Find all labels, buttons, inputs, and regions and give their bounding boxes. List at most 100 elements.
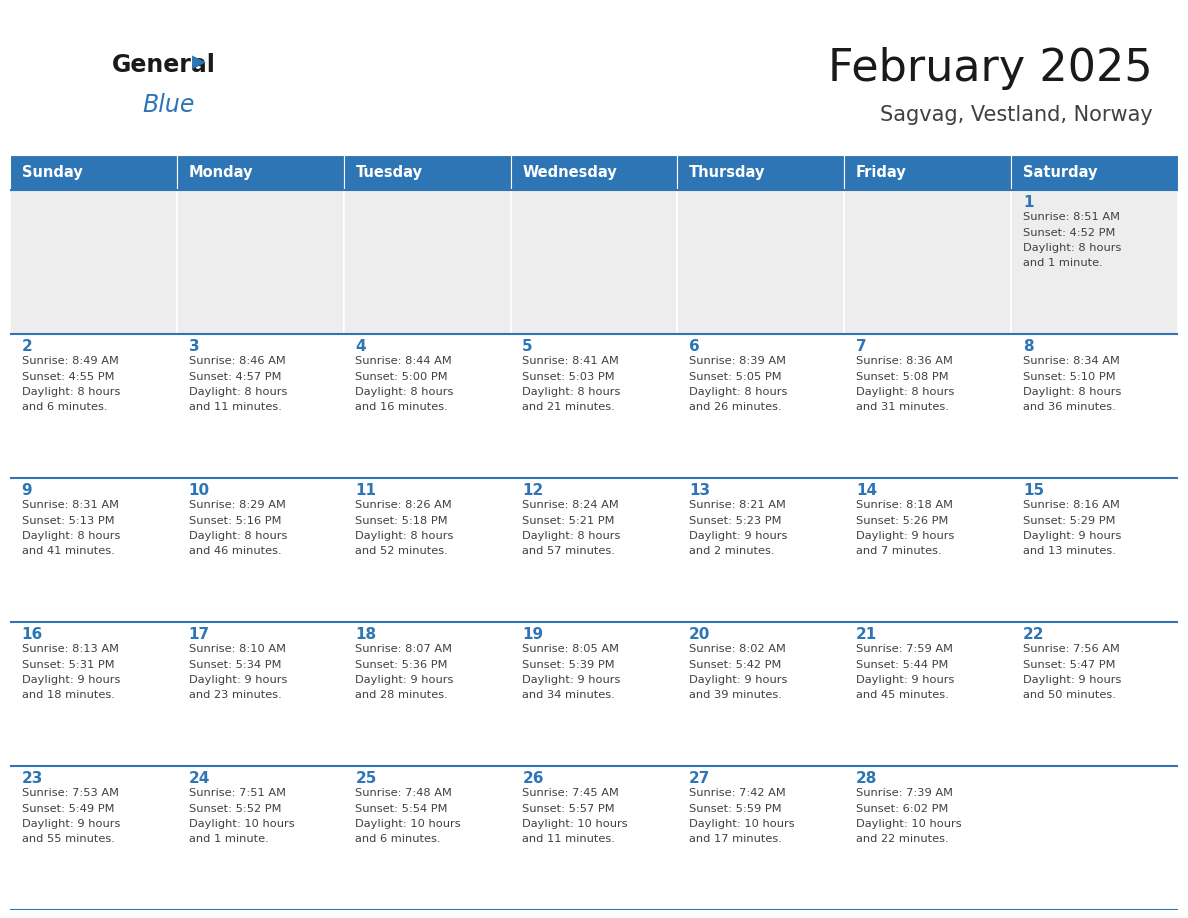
Text: Sunset: 5:18 PM: Sunset: 5:18 PM [355, 516, 448, 525]
Bar [177, 155, 343, 190]
Text: Thursday: Thursday [689, 165, 765, 180]
Text: and 41 minutes.: and 41 minutes. [21, 546, 114, 556]
Text: and 2 minutes.: and 2 minutes. [689, 546, 775, 556]
Text: and 18 minutes.: and 18 minutes. [21, 690, 114, 700]
Text: Sunrise: 8:41 AM: Sunrise: 8:41 AM [523, 356, 619, 366]
Text: and 11 minutes.: and 11 minutes. [189, 402, 282, 412]
Text: 13: 13 [689, 483, 710, 498]
Bar [343, 622, 511, 766]
Text: Sunrise: 7:59 AM: Sunrise: 7:59 AM [857, 644, 953, 654]
Text: and 6 minutes.: and 6 minutes. [355, 834, 441, 845]
Text: Sunrise: 8:39 AM: Sunrise: 8:39 AM [689, 356, 786, 366]
Text: 16: 16 [21, 627, 43, 642]
Text: and 28 minutes.: and 28 minutes. [355, 690, 448, 700]
Text: Sunrise: 8:13 AM: Sunrise: 8:13 AM [21, 644, 119, 654]
Text: Sunrise: 8:29 AM: Sunrise: 8:29 AM [189, 500, 285, 510]
Text: Sunset: 5:54 PM: Sunset: 5:54 PM [355, 803, 448, 813]
Text: Sunset: 5:00 PM: Sunset: 5:00 PM [355, 372, 448, 382]
Text: Sunset: 5:42 PM: Sunset: 5:42 PM [689, 659, 782, 669]
Text: Daylight: 8 hours: Daylight: 8 hours [21, 387, 120, 397]
Text: Daylight: 8 hours: Daylight: 8 hours [523, 387, 620, 397]
Text: February 2025: February 2025 [828, 47, 1152, 89]
Bar [677, 766, 845, 910]
Bar [1011, 766, 1178, 910]
Text: Daylight: 9 hours: Daylight: 9 hours [21, 675, 120, 685]
Text: Daylight: 8 hours: Daylight: 8 hours [189, 387, 287, 397]
Text: Sunset: 5:39 PM: Sunset: 5:39 PM [523, 659, 615, 669]
Text: and 11 minutes.: and 11 minutes. [523, 834, 615, 845]
Bar [343, 190, 511, 334]
Text: Sunrise: 8:51 AM: Sunrise: 8:51 AM [1023, 212, 1120, 222]
Text: Sagvag, Vestland, Norway: Sagvag, Vestland, Norway [879, 105, 1152, 125]
Text: Sunrise: 8:44 AM: Sunrise: 8:44 AM [355, 356, 453, 366]
Text: Sunrise: 8:34 AM: Sunrise: 8:34 AM [1023, 356, 1120, 366]
Bar [511, 334, 677, 478]
Text: 7: 7 [857, 339, 866, 354]
Text: Daylight: 8 hours: Daylight: 8 hours [857, 387, 954, 397]
Text: and 16 minutes.: and 16 minutes. [355, 402, 448, 412]
Text: Sunset: 5:08 PM: Sunset: 5:08 PM [857, 372, 948, 382]
Text: and 23 minutes.: and 23 minutes. [189, 690, 282, 700]
Text: Daylight: 8 hours: Daylight: 8 hours [689, 387, 788, 397]
Bar [845, 190, 1011, 334]
Text: 5: 5 [523, 339, 533, 354]
Text: 19: 19 [523, 627, 543, 642]
Bar [343, 478, 511, 622]
Bar [845, 155, 1011, 190]
Text: Sunset: 5:59 PM: Sunset: 5:59 PM [689, 803, 782, 813]
Text: and 31 minutes.: and 31 minutes. [857, 402, 949, 412]
Text: Sunset: 4:52 PM: Sunset: 4:52 PM [1023, 228, 1116, 238]
Text: Sunrise: 7:45 AM: Sunrise: 7:45 AM [523, 788, 619, 798]
Text: Daylight: 9 hours: Daylight: 9 hours [689, 531, 788, 541]
Text: ▶: ▶ [191, 52, 206, 71]
Text: 10: 10 [189, 483, 209, 498]
Text: 22: 22 [1023, 627, 1044, 642]
Text: Sunrise: 7:39 AM: Sunrise: 7:39 AM [857, 788, 953, 798]
Bar [677, 155, 845, 190]
Text: 6: 6 [689, 339, 700, 354]
Text: Sunrise: 7:51 AM: Sunrise: 7:51 AM [189, 788, 285, 798]
Text: 25: 25 [355, 771, 377, 786]
Bar [1011, 190, 1178, 334]
Bar [845, 334, 1011, 478]
Text: Sunset: 4:55 PM: Sunset: 4:55 PM [21, 372, 114, 382]
Text: 28: 28 [857, 771, 878, 786]
Text: 9: 9 [21, 483, 32, 498]
Text: Sunset: 5:10 PM: Sunset: 5:10 PM [1023, 372, 1116, 382]
Text: 11: 11 [355, 483, 377, 498]
Text: Daylight: 9 hours: Daylight: 9 hours [1023, 531, 1121, 541]
Text: and 34 minutes.: and 34 minutes. [523, 690, 615, 700]
Text: 24: 24 [189, 771, 210, 786]
Text: Sunset: 5:29 PM: Sunset: 5:29 PM [1023, 516, 1116, 525]
Text: Sunset: 5:23 PM: Sunset: 5:23 PM [689, 516, 782, 525]
Text: Sunset: 5:34 PM: Sunset: 5:34 PM [189, 659, 282, 669]
Text: Daylight: 8 hours: Daylight: 8 hours [21, 531, 120, 541]
Text: Daylight: 8 hours: Daylight: 8 hours [1023, 387, 1121, 397]
Text: and 26 minutes.: and 26 minutes. [689, 402, 782, 412]
Bar [511, 155, 677, 190]
Text: and 39 minutes.: and 39 minutes. [689, 690, 782, 700]
Bar [10, 334, 177, 478]
Bar [343, 334, 511, 478]
Bar [677, 190, 845, 334]
Text: Daylight: 10 hours: Daylight: 10 hours [857, 819, 961, 829]
Bar [511, 622, 677, 766]
Text: Sunset: 5:49 PM: Sunset: 5:49 PM [21, 803, 114, 813]
Text: 21: 21 [857, 627, 877, 642]
Text: Sunrise: 8:21 AM: Sunrise: 8:21 AM [689, 500, 786, 510]
Text: Saturday: Saturday [1023, 165, 1098, 180]
Text: and 17 minutes.: and 17 minutes. [689, 834, 782, 845]
Bar [845, 478, 1011, 622]
Text: 27: 27 [689, 771, 710, 786]
Bar [10, 190, 177, 334]
Bar [845, 766, 1011, 910]
Text: and 22 minutes.: and 22 minutes. [857, 834, 948, 845]
Text: Sunset: 5:05 PM: Sunset: 5:05 PM [689, 372, 782, 382]
Text: Daylight: 9 hours: Daylight: 9 hours [857, 675, 954, 685]
Text: Daylight: 8 hours: Daylight: 8 hours [355, 387, 454, 397]
Text: and 52 minutes.: and 52 minutes. [355, 546, 448, 556]
Text: 14: 14 [857, 483, 877, 498]
Bar [10, 766, 177, 910]
Bar [677, 478, 845, 622]
Text: Sunset: 5:21 PM: Sunset: 5:21 PM [523, 516, 614, 525]
